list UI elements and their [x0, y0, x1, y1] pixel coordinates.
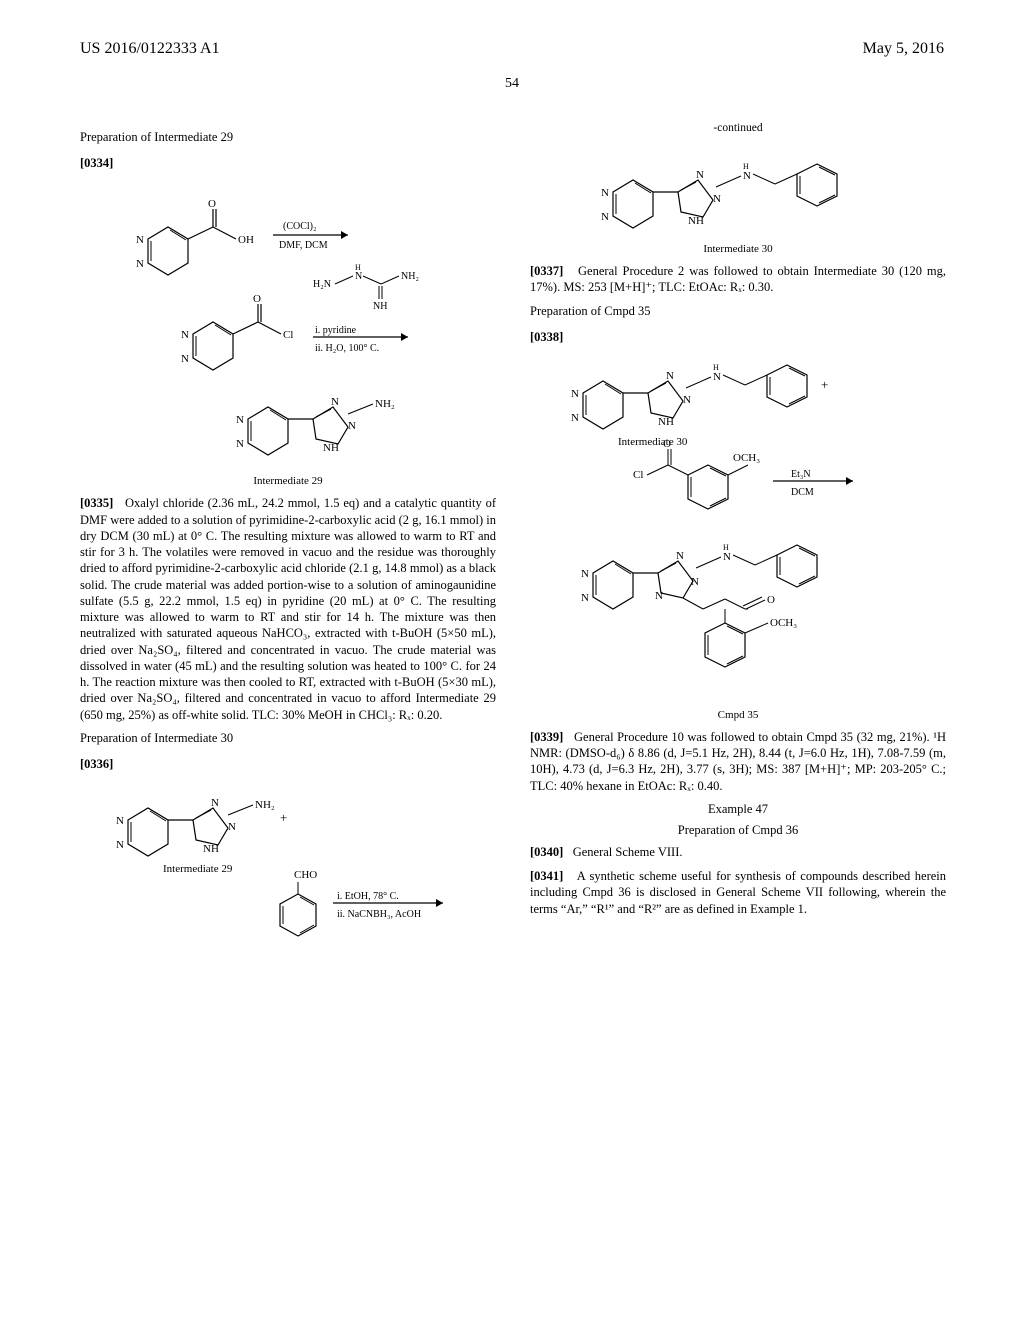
example-47-heading: Example 47: [530, 802, 946, 817]
svg-text:N: N: [348, 420, 356, 432]
left-column: Preparation of Intermediate 29 [0334] N …: [80, 122, 496, 952]
svg-text:H: H: [743, 162, 749, 171]
svg-text:Cl: Cl: [633, 469, 643, 481]
svg-text:N: N: [228, 821, 236, 833]
svg-text:NH: NH: [203, 843, 219, 855]
svg-text:N: N: [136, 258, 144, 270]
svg-text:H: H: [355, 263, 361, 272]
svg-text:N: N: [676, 550, 684, 562]
page: US 2016/0122333 A1 May 5, 2016 54 Prepar…: [0, 0, 1024, 1320]
intermediate-30-structure: N N N N NH N H: [530, 142, 946, 255]
svg-text:N: N: [236, 438, 244, 450]
svg-text:N: N: [696, 169, 704, 181]
svg-text:N: N: [116, 815, 124, 827]
scheme-int29-plus-benzaldehyde: N N N N NH NH₂ + Intermediate 29: [80, 780, 496, 944]
svg-text:NH: NH: [323, 442, 339, 454]
svg-text:OCH₃: OCH₃: [770, 617, 797, 629]
svg-text:N: N: [601, 211, 609, 223]
svg-text:NH: NH: [373, 301, 387, 312]
svg-text:N: N: [743, 170, 751, 182]
page-number: 54: [80, 76, 944, 92]
prep-30-heading: Preparation of Intermediate 30: [80, 731, 496, 746]
svg-text:Intermediate 29: Intermediate 29: [163, 863, 233, 875]
svg-text:N: N: [601, 187, 609, 199]
intermediate-29-label: Intermediate 29: [80, 475, 496, 487]
svg-text:H: H: [723, 543, 729, 552]
svg-text:N: N: [181, 353, 189, 365]
svg-text:OH: OH: [238, 234, 254, 246]
svg-text:N: N: [355, 271, 362, 282]
svg-text:NH₂: NH₂: [401, 271, 419, 282]
svg-text:H₂N: H₂N: [313, 279, 331, 290]
columns: Preparation of Intermediate 29 [0334] N …: [80, 122, 944, 952]
svg-text:Et₃N: Et₃N: [791, 469, 811, 480]
para-0337: [0337] General Procedure 2 was followed …: [530, 263, 946, 296]
svg-text:CHO: CHO: [294, 869, 317, 881]
svg-text:NH₂: NH₂: [255, 799, 275, 811]
continued-label: -continued: [530, 122, 946, 134]
svg-text:NH: NH: [658, 416, 674, 428]
svg-text:Intermediate 30: Intermediate 30: [618, 436, 688, 448]
svg-text:NH₂: NH₂: [375, 398, 395, 410]
svg-text:N: N: [571, 412, 579, 424]
prep-29-heading: Preparation of Intermediate 29: [80, 130, 496, 145]
right-column: -continued N N N N NH: [530, 122, 946, 952]
svg-text:N: N: [236, 414, 244, 426]
para-0339: [0339] General Procedure 10 was followed…: [530, 729, 946, 794]
header: US 2016/0122333 A1 May 5, 2016: [80, 40, 944, 58]
svg-text:DCM: DCM: [791, 487, 814, 498]
svg-text:N: N: [691, 576, 699, 588]
svg-text:N: N: [713, 371, 721, 383]
svg-text:N: N: [181, 329, 189, 341]
svg-text:OCH₃: OCH₃: [733, 452, 760, 464]
para-0340: [0340] General Scheme VIII.: [530, 844, 946, 860]
para-0338: [0338]: [530, 330, 563, 344]
svg-text:O: O: [208, 198, 216, 210]
svg-text:N: N: [211, 797, 219, 809]
svg-text:N: N: [136, 234, 144, 246]
para-0336: [0336]: [80, 757, 113, 771]
cmpd35-label: Cmpd 35: [530, 709, 946, 721]
svg-text:N: N: [713, 193, 721, 205]
pub-number: US 2016/0122333 A1: [80, 40, 220, 58]
svg-text:O: O: [253, 293, 261, 305]
svg-text:i. pyridine: i. pyridine: [315, 325, 357, 336]
scheme-intermediate-29: N N O OH (COCl)₂: [80, 179, 496, 487]
svg-text:N: N: [581, 568, 589, 580]
scheme-cmpd35: N N N N NH N H: [530, 353, 946, 721]
svg-text:(COCl)₂: (COCl)₂: [283, 221, 317, 232]
svg-text:H: H: [713, 363, 719, 372]
prep-cmpd35-heading: Preparation of Cmpd 35: [530, 304, 946, 319]
para-0341: [0341] A synthetic scheme useful for syn…: [530, 868, 946, 917]
svg-text:O: O: [663, 438, 671, 450]
prep-cmpd36-heading: Preparation of Cmpd 36: [530, 823, 946, 838]
svg-text:N: N: [571, 388, 579, 400]
svg-text:N: N: [655, 590, 663, 602]
para-0335: [0335] Oxalyl chloride (2.36 mL, 24.2 mm…: [80, 495, 496, 723]
svg-text:ii. NaCNBH₃, AcOH: ii. NaCNBH₃, AcOH: [337, 909, 421, 920]
svg-text:+: +: [821, 377, 828, 392]
svg-text:NH: NH: [688, 215, 704, 227]
svg-text:ii. H₂O, 100° C.: ii. H₂O, 100° C.: [315, 343, 379, 354]
pub-date: May 5, 2016: [863, 40, 944, 58]
svg-text:+: +: [280, 810, 287, 825]
svg-text:Cl: Cl: [283, 329, 293, 341]
svg-text:N: N: [683, 394, 691, 406]
intermediate-30-label: Intermediate 30: [530, 243, 946, 255]
svg-text:O: O: [767, 594, 775, 606]
svg-text:DMF, DCM: DMF, DCM: [279, 240, 328, 251]
svg-text:N: N: [331, 396, 339, 408]
svg-text:N: N: [666, 370, 674, 382]
svg-text:N: N: [116, 839, 124, 851]
svg-text:N: N: [581, 592, 589, 604]
svg-text:i. EtOH, 78° C.: i. EtOH, 78° C.: [337, 891, 399, 902]
para-0334: [0334]: [80, 156, 113, 170]
svg-text:N: N: [723, 551, 731, 563]
